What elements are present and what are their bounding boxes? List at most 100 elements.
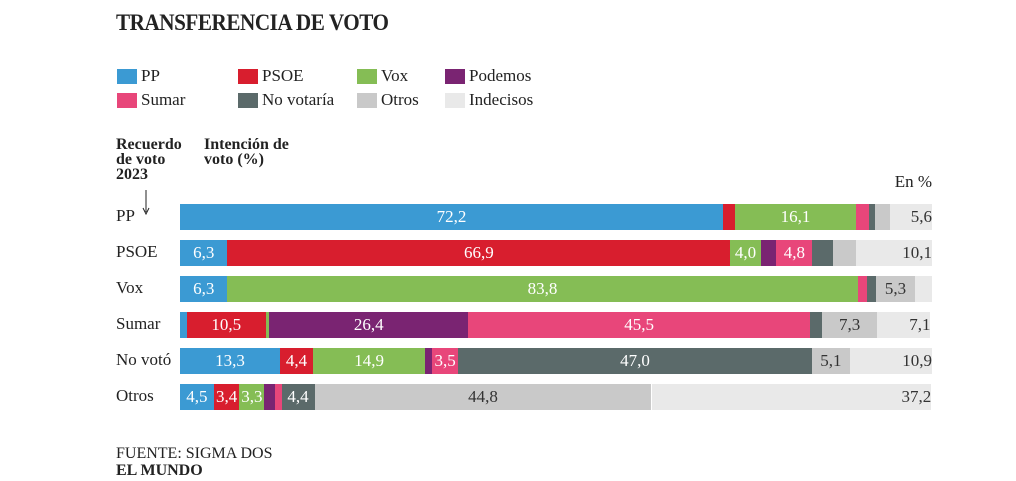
bar-segment: [180, 312, 187, 338]
category-label: Sumar: [116, 314, 161, 333]
value-label: 6,3: [193, 279, 215, 298]
bar-segment: [239, 384, 265, 410]
bar-segment: [915, 276, 932, 302]
value-label: 10,1: [902, 243, 932, 262]
bar-segment: [180, 276, 228, 302]
legend-label: Otros: [381, 90, 419, 109]
value-label: 10,5: [211, 315, 242, 334]
value-label: 47,0: [620, 351, 650, 370]
value-label: 14,9: [354, 351, 384, 370]
value-label: 3,5: [434, 351, 456, 370]
legend-swatch: [238, 69, 258, 84]
bar-segment: [811, 348, 851, 374]
bar-segment: [227, 240, 731, 266]
value-label: 3,4: [215, 387, 238, 406]
legend-swatch: [117, 93, 137, 108]
publisher: EL MUNDO: [116, 462, 203, 479]
legend-swatch: [445, 69, 465, 84]
bar-segment: [468, 312, 811, 338]
value-label: 4,4: [287, 387, 309, 406]
bar-segment: [856, 240, 932, 266]
legend-label: Indecisos: [469, 90, 534, 109]
bar-segment: [730, 240, 761, 266]
legend-swatch: [238, 93, 258, 108]
bar-segment: [264, 384, 275, 410]
bar-segment: [186, 312, 266, 338]
value-label: 5,1: [820, 351, 842, 370]
bar-segment: [722, 204, 735, 230]
value-label: 3,3: [241, 387, 263, 406]
value-label: 4,4: [285, 351, 308, 370]
bar-segment: [833, 240, 857, 266]
value-label: 4,5: [186, 387, 208, 406]
legend-swatch: [357, 93, 377, 108]
value-label: 44,8: [468, 387, 498, 406]
bar-segment: [734, 204, 857, 230]
bar-segment: [874, 204, 890, 230]
value-label: 16,1: [780, 207, 811, 226]
bar-segment: [856, 204, 869, 230]
bar-segment: [877, 312, 931, 338]
bar-segment: [875, 276, 916, 302]
category-label: Vox: [116, 278, 144, 297]
bar-segment: [265, 312, 270, 338]
value-label: 72,2: [436, 207, 467, 226]
bar-segment: [281, 384, 315, 410]
category-label: PP: [116, 206, 135, 225]
value-label: 7,3: [839, 315, 861, 334]
bar-segment: [431, 348, 459, 374]
bar-segment: [868, 204, 875, 230]
value-label: 5,3: [884, 279, 907, 298]
bar-segment: [651, 384, 932, 410]
value-label: 10,9: [902, 351, 932, 370]
bar-segment: [180, 348, 281, 374]
value-label: 6,3: [193, 243, 215, 262]
category-label: PSOE: [116, 242, 158, 261]
category-label: No votó: [116, 350, 172, 369]
bar-segment: [274, 384, 282, 410]
legend-swatch: [117, 69, 137, 84]
legend-label: PSOE: [262, 66, 304, 85]
bar-segment: [810, 312, 823, 338]
arrow: [142, 190, 150, 216]
bar-segment: [180, 204, 723, 230]
bar-segment: [180, 384, 214, 410]
legend-label: Vox: [381, 66, 409, 85]
bar-segment: [213, 384, 240, 410]
bar-segment: [313, 348, 426, 374]
source: FUENTE: SIGMA DOS: [116, 445, 273, 462]
legend-label: PP: [141, 66, 160, 85]
value-label: 37,2: [901, 387, 932, 406]
value-label: 4,8: [783, 243, 805, 262]
bar-segment: [760, 240, 777, 266]
bar-segment: [776, 240, 813, 266]
chart-title: TRANSFERENCIA DE VOTO: [116, 10, 389, 35]
value-label: 66,9: [464, 243, 494, 262]
bar-segment: [822, 312, 878, 338]
row-header: Recuerdo de voto 2023: [116, 136, 182, 183]
legend-label: Sumar: [141, 90, 186, 109]
value-label: 45,5: [624, 315, 654, 334]
bar-segment: [812, 240, 834, 266]
bar-segment: [314, 384, 652, 410]
value-label: 7,1: [909, 315, 931, 334]
value-label: 26,4: [353, 315, 384, 334]
value-label: 13,3: [215, 351, 245, 370]
bar-segment: [227, 276, 858, 302]
value-label: 4,0: [734, 243, 757, 262]
column-header: Intención de voto (%): [204, 136, 289, 168]
bar-segment: [857, 276, 867, 302]
bar-segment: [889, 204, 932, 230]
unit-note: En %: [894, 172, 932, 191]
bar-segment: [269, 312, 468, 338]
bar-segment: [866, 276, 876, 302]
legend-swatch: [357, 69, 377, 84]
bar-segment: [850, 348, 932, 374]
bar-segment: [458, 348, 812, 374]
value-label: 5,6: [910, 207, 932, 226]
legend-label: No votaría: [262, 90, 335, 109]
bar-segment: [425, 348, 432, 374]
bar-segment: [180, 240, 228, 266]
bar-segment: [280, 348, 314, 374]
category-label: Otros: [116, 386, 154, 405]
